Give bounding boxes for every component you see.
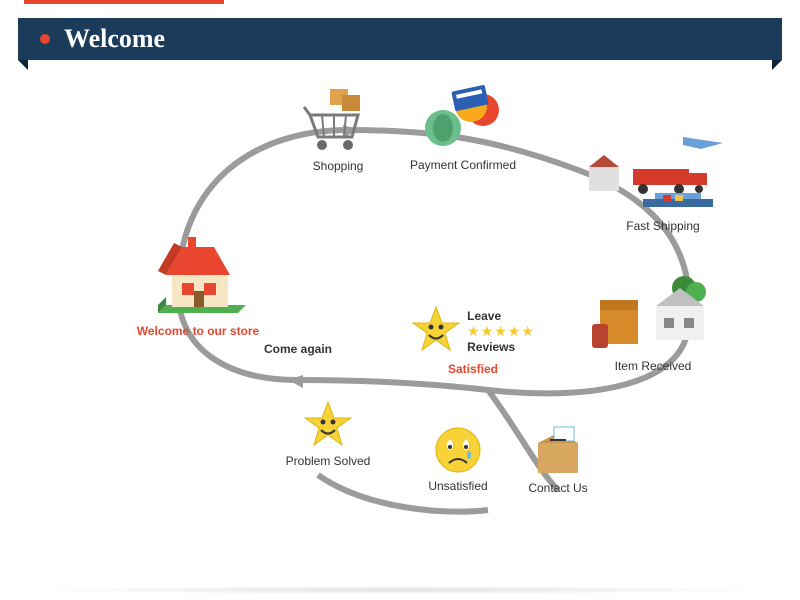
- payment-label: Payment Confirmed: [398, 158, 528, 172]
- shipping-label: Fast Shipping: [578, 219, 748, 233]
- unsatisfied-label: Unsatisfied: [408, 479, 508, 493]
- header-accent: [24, 0, 224, 4]
- store-label: Welcome to our store: [108, 324, 288, 338]
- process-flow-diagram: Welcome to our store Shopping: [18, 70, 782, 590]
- bottom-shadow: [28, 586, 772, 594]
- cart-icon: [288, 85, 388, 155]
- star-smile-icon: [411, 305, 461, 358]
- reviews-title: Leave: [467, 309, 535, 323]
- reviews-stars: ★★★★★: [467, 323, 535, 340]
- contact-label: Contact Us: [508, 481, 608, 495]
- welcome-banner: Welcome: [18, 18, 782, 60]
- node-unsatisfied: Unsatisfied: [408, 425, 508, 493]
- node-shipping: Fast Shipping: [578, 125, 748, 233]
- shipping-icon: [578, 125, 748, 215]
- banner-title: Welcome: [64, 24, 165, 54]
- star-happy-icon: [268, 400, 388, 450]
- banner-dot-icon: [40, 34, 50, 44]
- node-received: Item Received: [578, 270, 728, 373]
- banner-tail-right-icon: [772, 60, 782, 70]
- package-house-icon: [578, 270, 728, 355]
- sad-face-icon: [408, 425, 508, 475]
- shopping-label: Shopping: [288, 159, 388, 173]
- received-label: Item Received: [578, 359, 728, 373]
- payment-icon: [398, 82, 528, 154]
- satisfied-label: Satisfied: [398, 362, 548, 376]
- node-contact: Contact Us: [508, 425, 608, 495]
- node-come-again: Come again: [238, 338, 358, 356]
- node-store: Welcome to our store: [108, 225, 288, 338]
- feedback-box-icon: [508, 425, 608, 477]
- node-reviews: Leave ★★★★★ Reviews Satisfied: [398, 305, 548, 376]
- house-icon: [108, 225, 288, 320]
- reviews-subtitle: Reviews: [467, 340, 535, 354]
- node-payment: Payment Confirmed: [398, 82, 528, 172]
- node-problem-solved: Problem Solved: [268, 400, 388, 468]
- node-shopping: Shopping: [288, 85, 388, 173]
- come-again-label: Come again: [238, 342, 358, 356]
- problem-solved-label: Problem Solved: [268, 454, 388, 468]
- banner-tail-left-icon: [18, 60, 28, 70]
